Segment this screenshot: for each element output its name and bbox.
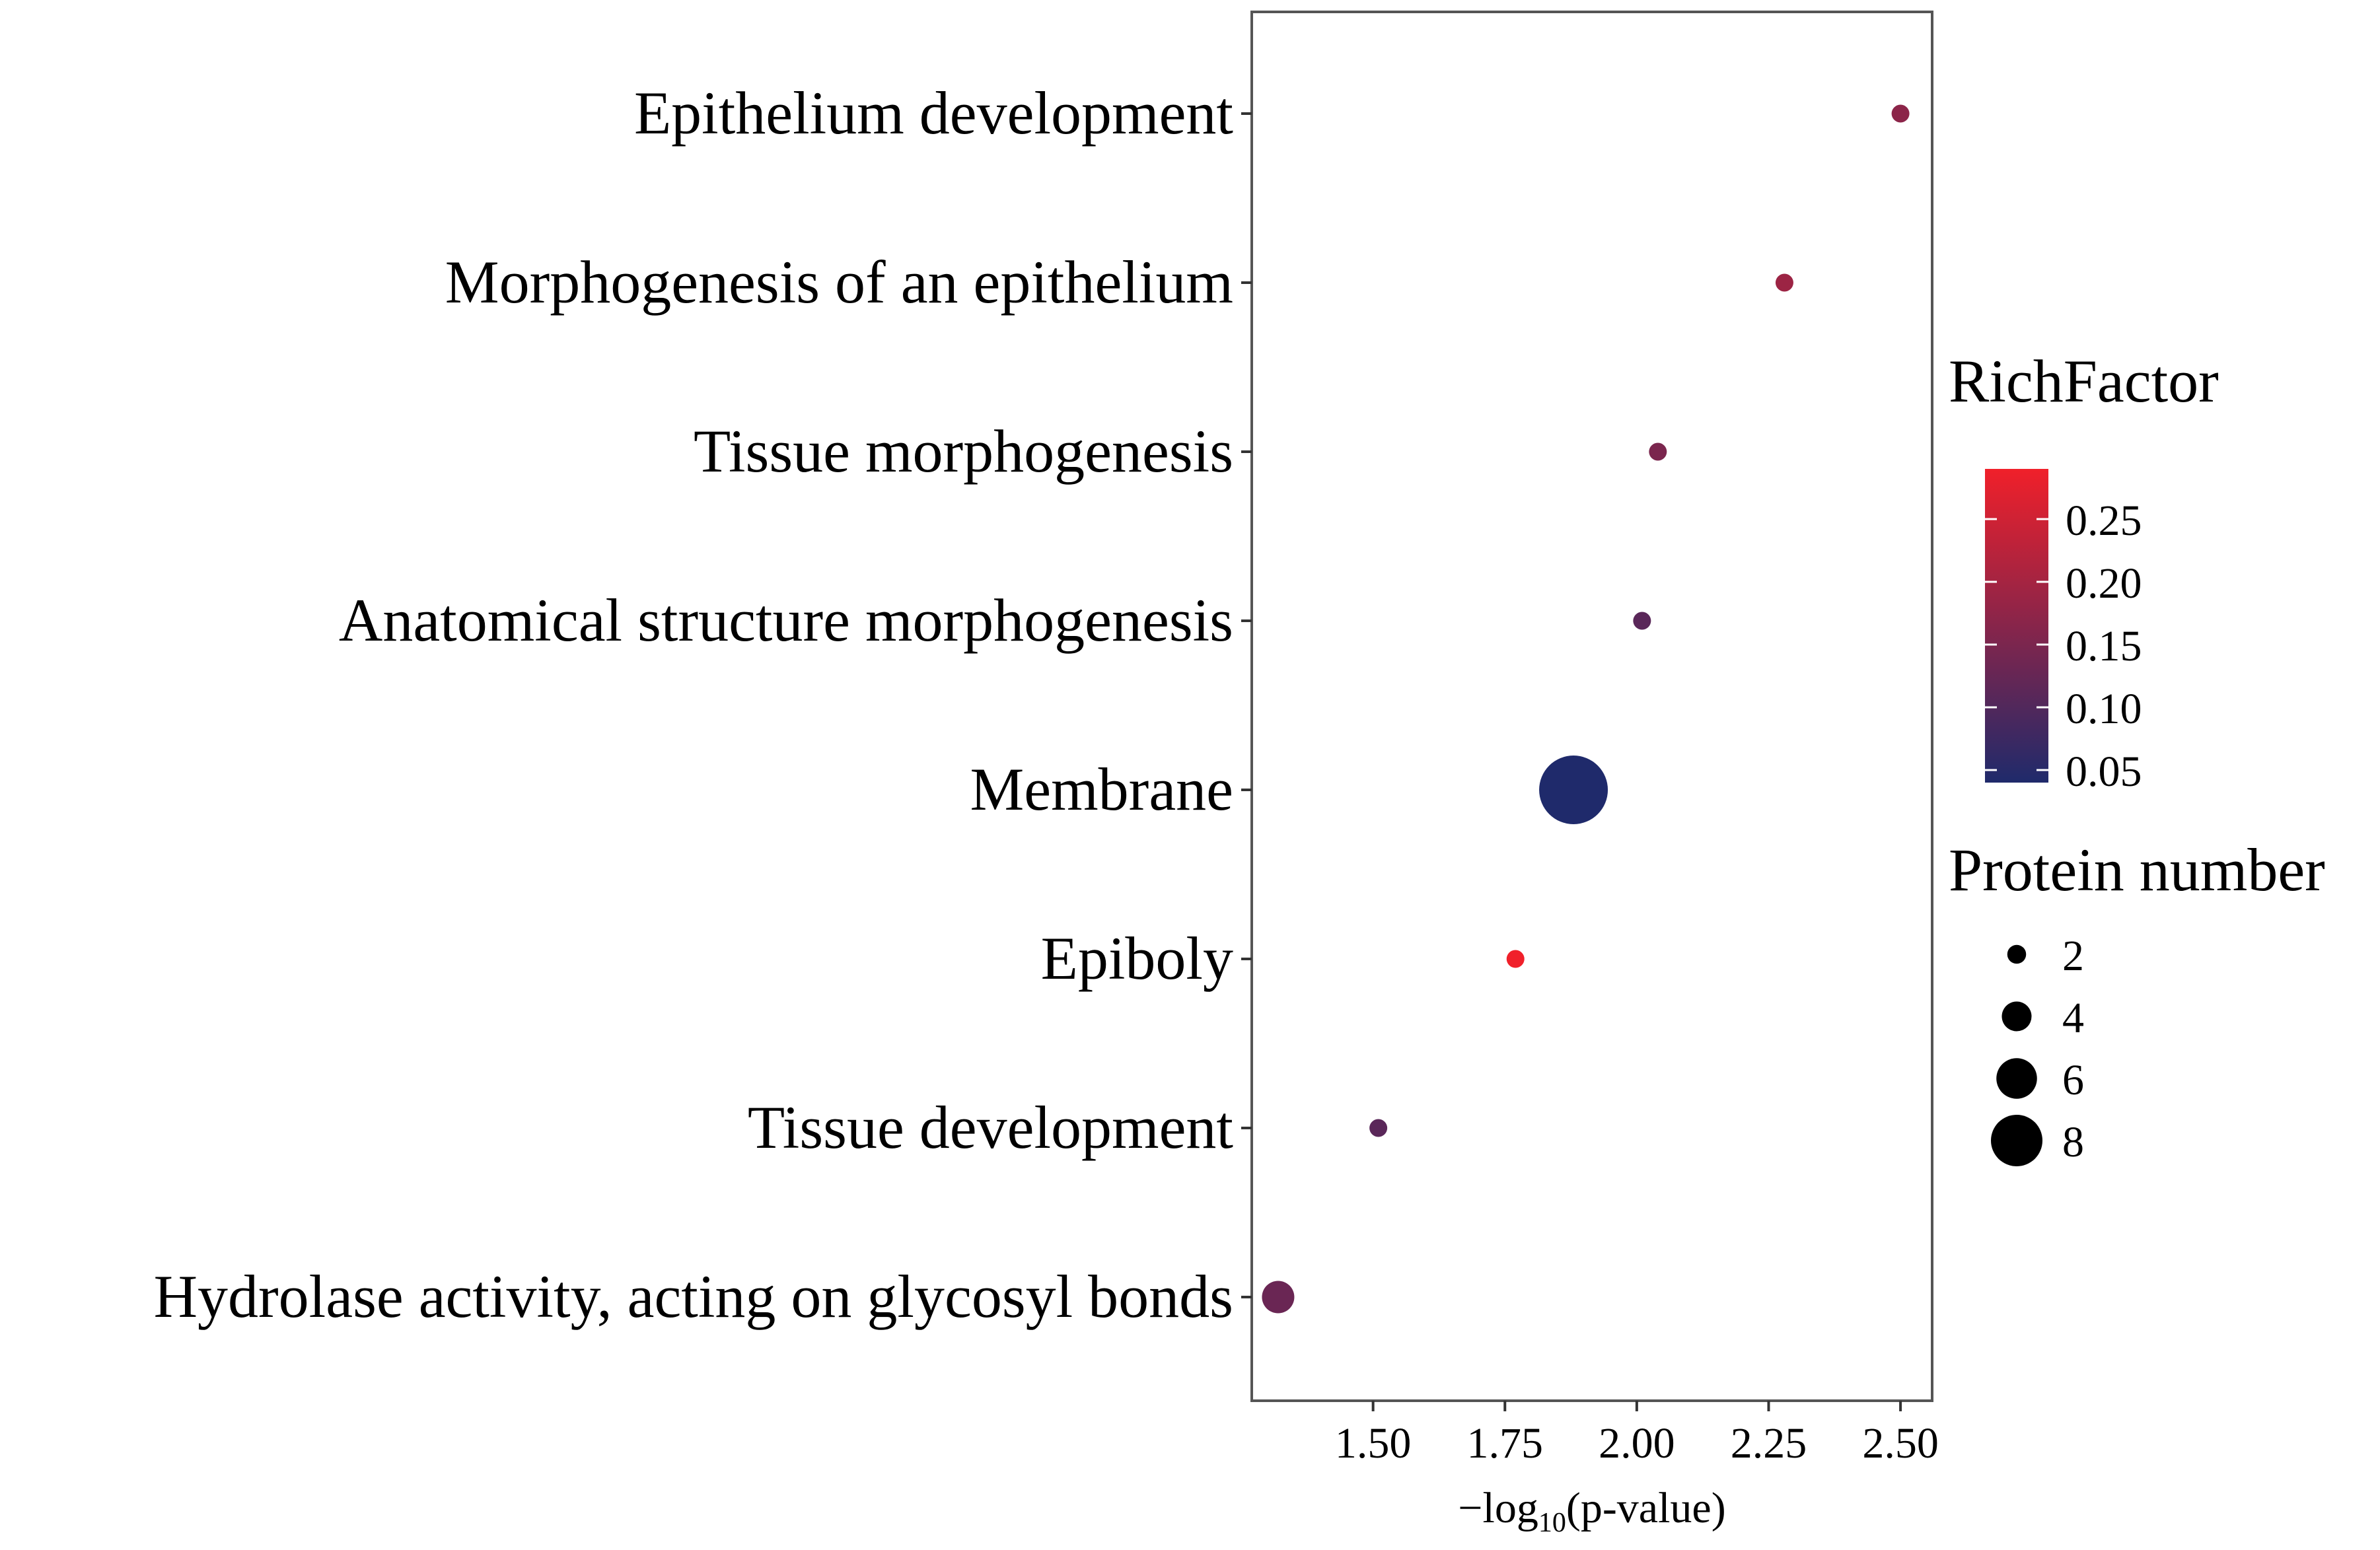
data-point: [1539, 756, 1608, 824]
data-point: [1649, 442, 1667, 461]
y-tick-label: Hydrolase activity, acting on glycosyl b…: [154, 1263, 1233, 1330]
color-legend-label: 0.15: [2066, 622, 2142, 670]
x-axis-title-subscript: 10: [1538, 1508, 1566, 1538]
color-legend-label: 0.20: [2066, 559, 2142, 608]
x-tick-label: 1.75: [1467, 1419, 1544, 1467]
x-axis-title-prefix: −log: [1458, 1484, 1538, 1532]
size-legend-circle: [1991, 1115, 2042, 1166]
data-point: [1775, 273, 1793, 292]
data-point: [1633, 612, 1651, 630]
size-legend-circle: [1996, 1058, 2037, 1099]
color-legend: RichFactor 0.05 0.10 0.15 0.20 0.25: [1949, 347, 2219, 796]
size-legend-circle: [2007, 944, 2027, 964]
data-points: [1262, 104, 1910, 1314]
plot-panel: [1250, 11, 1933, 1402]
size-legend-label: 2: [2062, 932, 2084, 980]
data-point: [1506, 950, 1525, 968]
y-tick-label: Epiboly: [1041, 925, 1233, 992]
y-tick-label: Membrane: [970, 756, 1233, 823]
size-legend-title: Protein number: [1949, 836, 2325, 903]
x-axis: 1.50 1.75 2.00 2.25 2.50: [1335, 1401, 1939, 1467]
size-legend: Protein number 2 4 6 8: [1949, 836, 2325, 1166]
x-tick-label: 2.25: [1731, 1419, 1807, 1467]
y-tick-label: Tissue morphogenesis: [694, 417, 1233, 485]
color-legend-bar: [1985, 469, 2048, 783]
size-legend-label: 8: [2062, 1118, 2084, 1166]
color-legend-title: RichFactor: [1949, 347, 2219, 415]
y-tick-label: Tissue development: [748, 1094, 1234, 1161]
x-tick-label: 2.00: [1599, 1419, 1675, 1467]
color-legend-label: 0.05: [2066, 748, 2142, 796]
data-point: [1262, 1281, 1295, 1314]
x-tick-label: 1.50: [1335, 1419, 1412, 1467]
x-tick-label: 2.50: [1862, 1419, 1939, 1467]
size-legend-label: 4: [2062, 994, 2084, 1042]
size-legend-label: 6: [2062, 1056, 2084, 1104]
y-axis: Epithelium development Morphogenesis of a…: [154, 79, 1252, 1330]
data-point: [1891, 104, 1910, 123]
color-legend-label: 0.25: [2066, 497, 2142, 545]
color-legend-label: 0.10: [2066, 685, 2142, 733]
x-axis-title-suffix: (p-value): [1566, 1484, 1726, 1532]
y-tick-label: Epithelium development: [634, 79, 1233, 147]
x-axis-title: −log10(p-value): [1458, 1484, 1725, 1538]
y-tick-label: Morphogenesis of an epithelium: [445, 248, 1233, 316]
data-point: [1369, 1119, 1388, 1137]
y-tick-label: Anatomical structure morphogenesis: [339, 586, 1233, 654]
size-legend-circle: [2001, 1001, 2032, 1032]
